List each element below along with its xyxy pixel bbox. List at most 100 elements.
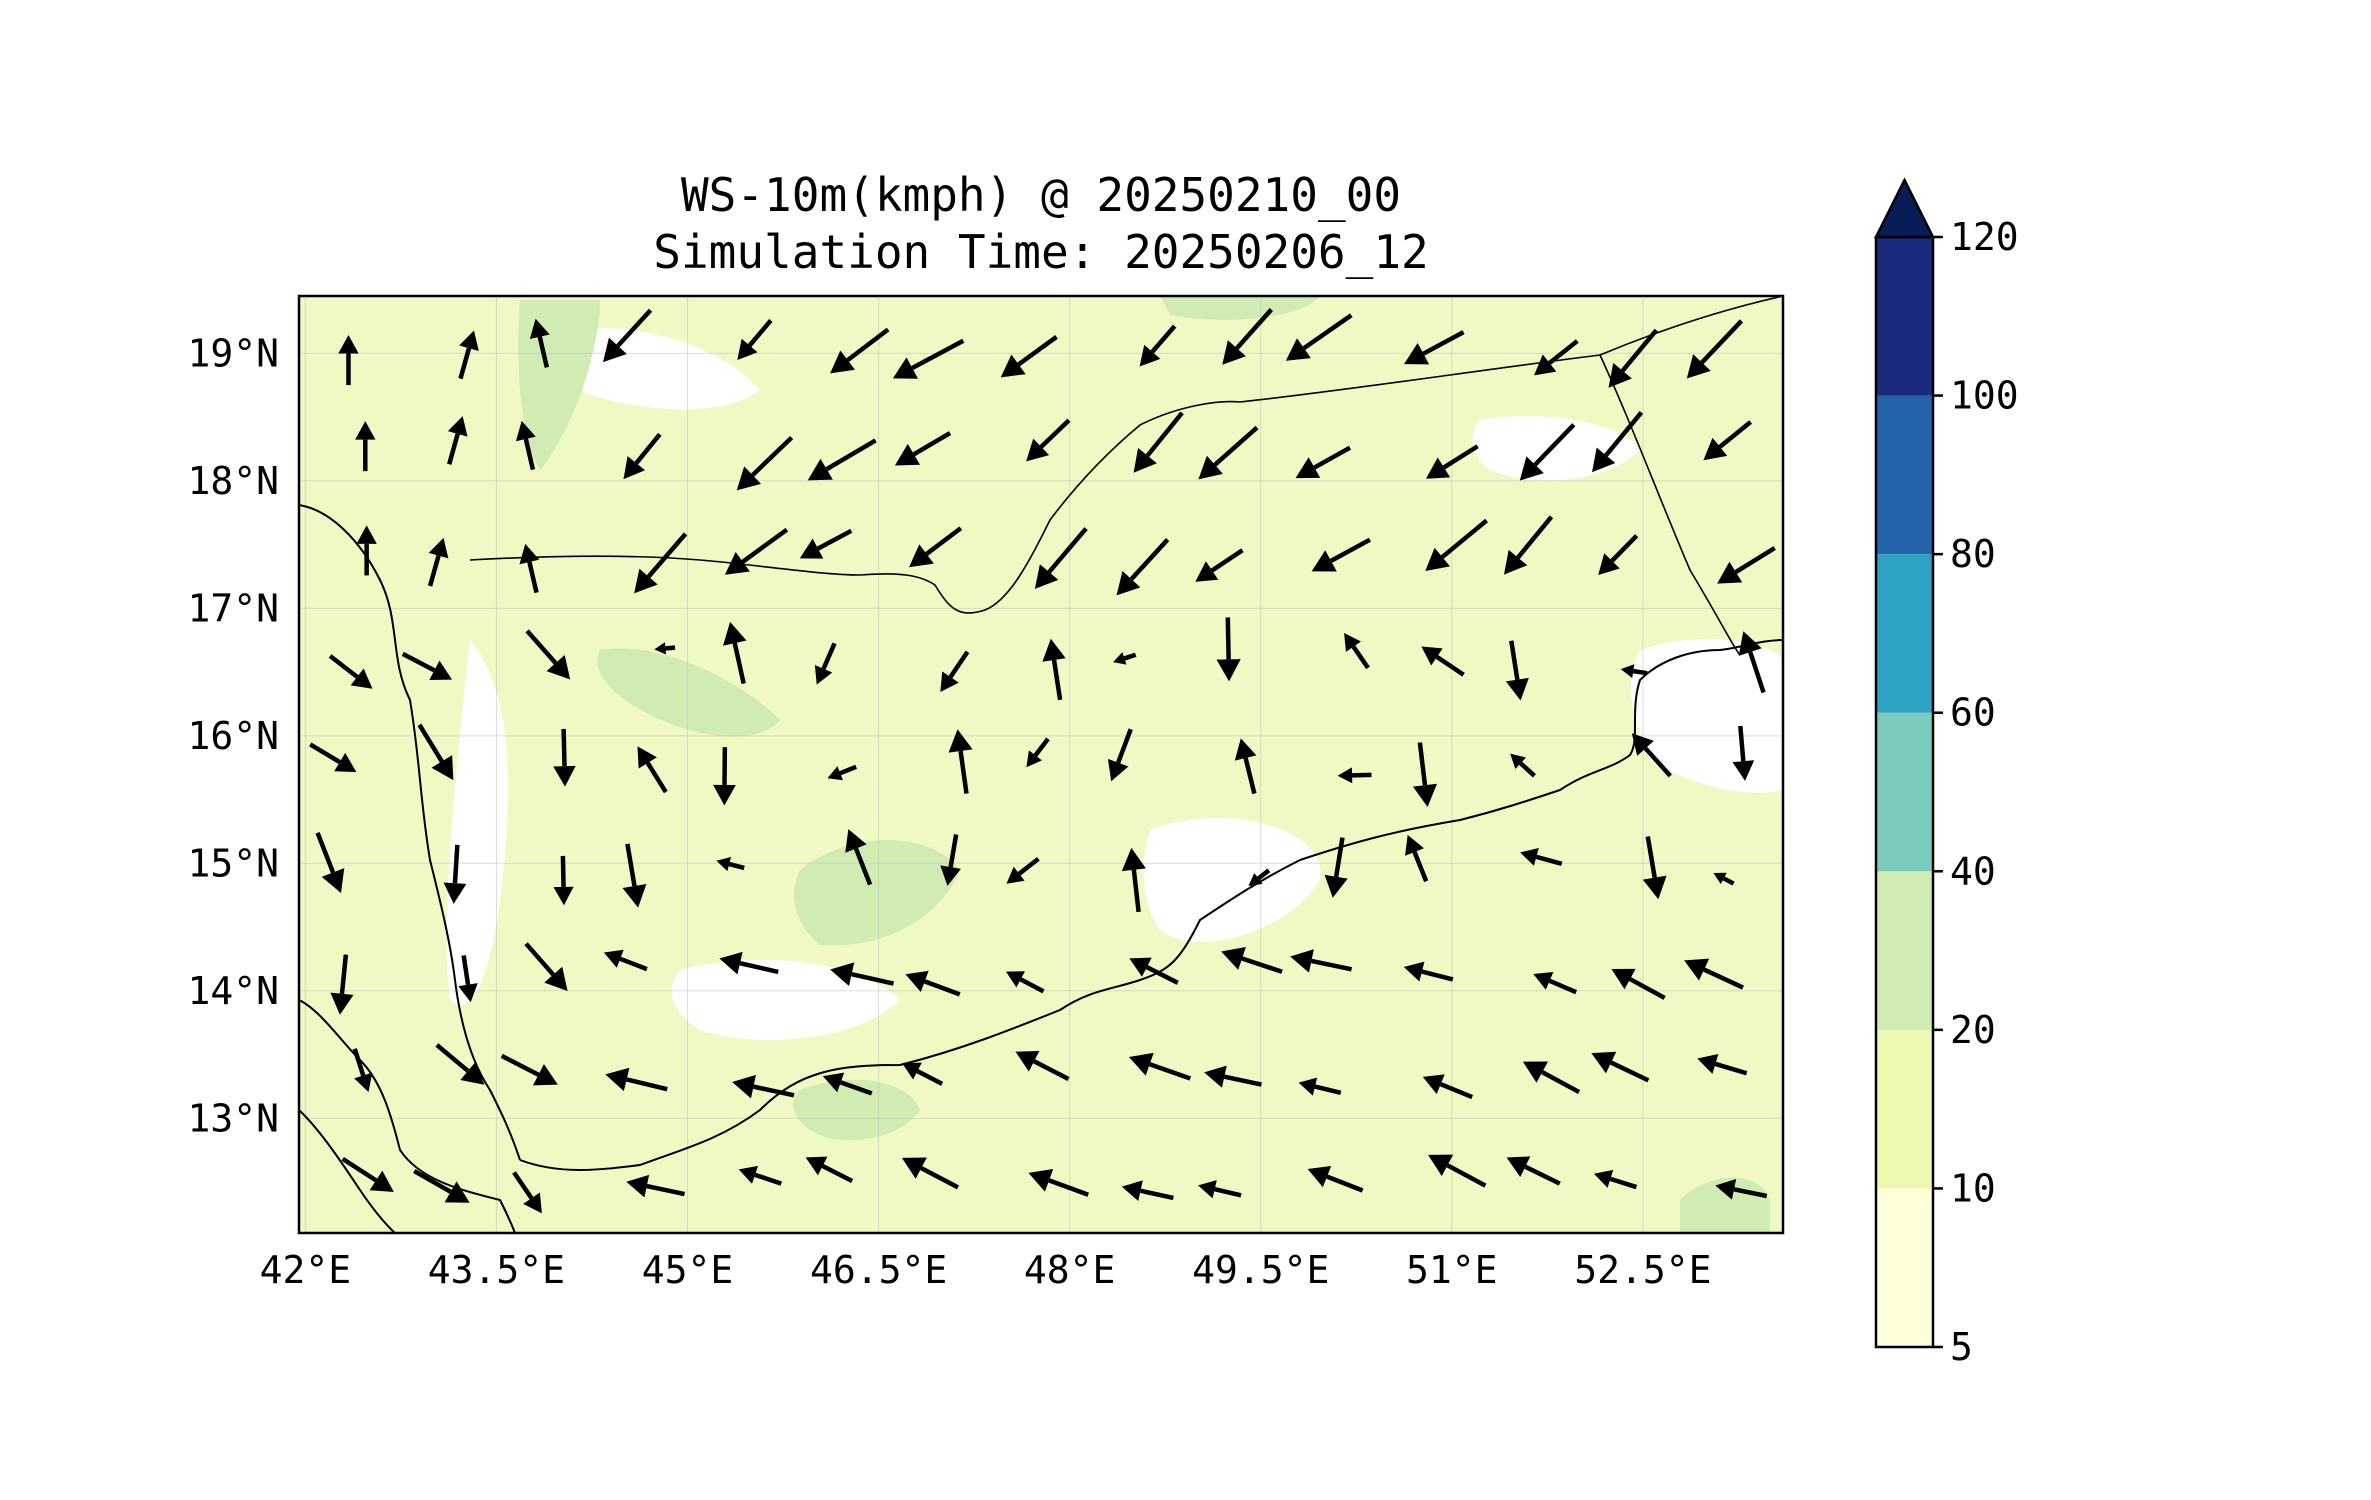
wind-arrow <box>1591 1051 1650 1083</box>
wind-arrow <box>654 642 676 655</box>
wind-arrow <box>716 857 745 872</box>
wind-arrow <box>1113 652 1137 665</box>
wind-arrow <box>723 621 747 685</box>
wind-arrow <box>1534 339 1579 376</box>
wind-arrow <box>1234 738 1257 795</box>
colorbar-extend-arrow <box>1873 177 1936 239</box>
colorbar-segment <box>1876 1188 1933 1347</box>
yemen-oman-border <box>1599 354 1741 656</box>
colorbar-tick-label: 120 <box>1950 215 2019 259</box>
breezy-patch-central <box>794 840 960 946</box>
map-gridlines <box>299 296 1783 1233</box>
wind-arrow <box>1221 946 1283 974</box>
wind-arrow <box>1337 767 1372 784</box>
calm-patch-north <box>554 327 760 410</box>
wind-arrow <box>1703 420 1753 461</box>
chart-title-line1: WS-10m(kmph) @ 20250210_00 <box>681 168 1401 222</box>
wind-arrow <box>845 829 873 886</box>
wind-arrow <box>814 642 837 685</box>
x-tick-label: 52.5°E <box>1574 1248 1711 1292</box>
wind-arrow <box>732 1074 795 1099</box>
chart-title-line2: Simulation Time: 20250206_12 <box>653 225 1428 279</box>
y-tick-label: 13°N <box>187 1096 279 1140</box>
colorbar-segment <box>1876 237 1933 396</box>
wind-arrow <box>1116 538 1170 596</box>
wind-arrow <box>1715 1179 1768 1200</box>
wind-arrow <box>634 532 688 594</box>
breezy-patch-south <box>793 1079 920 1141</box>
colorbar-segment <box>1876 395 1933 555</box>
wind-arrow <box>1216 617 1241 682</box>
wind-arrow <box>1290 949 1353 973</box>
wind-arrow <box>1000 335 1058 378</box>
wind-arrow <box>1608 328 1659 388</box>
wind-arrow <box>799 528 853 559</box>
wind-arrow <box>458 955 478 1003</box>
wind-arrow <box>1195 548 1244 582</box>
wind-arrow <box>1121 847 1146 913</box>
colorbar-segment <box>1876 554 1933 713</box>
wind-arrow <box>1344 633 1370 670</box>
map-frame <box>297 294 1785 1235</box>
wind-arrow <box>807 438 877 481</box>
wind-arrow <box>356 525 377 576</box>
wind-arrow <box>822 1072 873 1096</box>
wind-arrow <box>603 949 648 972</box>
y-tick-label: 18°N <box>187 459 279 503</box>
wind-arrow <box>330 954 354 1015</box>
wind-arrow <box>1421 646 1465 677</box>
wind-arrow <box>1519 423 1576 481</box>
wind-arrow <box>1311 537 1372 572</box>
wind-arrow <box>1620 664 1648 678</box>
wind-arrow <box>401 651 453 681</box>
wind-arrow <box>1005 971 1045 994</box>
x-tick-label: 42°E <box>260 1248 352 1292</box>
wind-arrow <box>1505 640 1529 701</box>
coastlines <box>299 504 1783 1233</box>
wind-vector-field <box>309 308 1776 1214</box>
colorbar-tick-label: 60 <box>1950 691 1996 735</box>
wind-arrow <box>1412 742 1437 807</box>
wind-arrow <box>1684 958 1744 990</box>
african-coast-south <box>299 1109 396 1233</box>
african-coast <box>299 999 516 1233</box>
wind-arrow <box>1198 425 1259 480</box>
wind-arrow <box>1121 1180 1174 1202</box>
wind-arrow <box>500 1053 558 1086</box>
breezy-patch-north <box>518 300 600 470</box>
colorbar-segment <box>1876 871 1933 1030</box>
breezy-patch-top <box>1160 296 1320 320</box>
x-tick-label: 46.5°E <box>810 1248 947 1292</box>
wind-arrow <box>1324 837 1348 898</box>
wind-arrow <box>1533 971 1578 995</box>
wind-arrow <box>1717 546 1776 584</box>
yemen-south-coast <box>519 639 1783 1171</box>
wind-arrow <box>1403 961 1454 982</box>
wind-arrow <box>719 951 779 975</box>
wind-arrow <box>1642 836 1667 900</box>
wind-arrow <box>338 335 359 386</box>
wind-arrow <box>1697 1053 1748 1076</box>
wind-arrow <box>626 1174 686 1198</box>
wind-arrow <box>1026 418 1071 462</box>
calm-patch-east <box>1631 639 1783 793</box>
wind-arrow <box>1611 968 1666 1000</box>
wind-arrow <box>905 970 961 997</box>
wind-arrow <box>524 942 568 992</box>
wind-arrow <box>1015 1051 1070 1082</box>
wind-arrow <box>1598 534 1639 575</box>
wind-arrow <box>315 832 345 893</box>
wind-arrow <box>553 855 574 906</box>
wind-arrow <box>1520 847 1563 866</box>
wind-arrow <box>417 723 454 781</box>
wind-arrow <box>1592 410 1644 473</box>
wind-arrow <box>529 318 550 368</box>
y-tick-label: 15°N <box>187 841 279 885</box>
wind-arrow <box>637 746 668 794</box>
wind-arrow <box>1504 515 1554 575</box>
wind-arrow <box>894 431 952 466</box>
wind-arrow <box>830 327 890 374</box>
colorbar: 5 10 20 40 60 80 100 120 <box>1873 177 2019 1369</box>
wind-arrow <box>1026 737 1050 768</box>
x-tick-label: 43.5°E <box>428 1248 565 1292</box>
